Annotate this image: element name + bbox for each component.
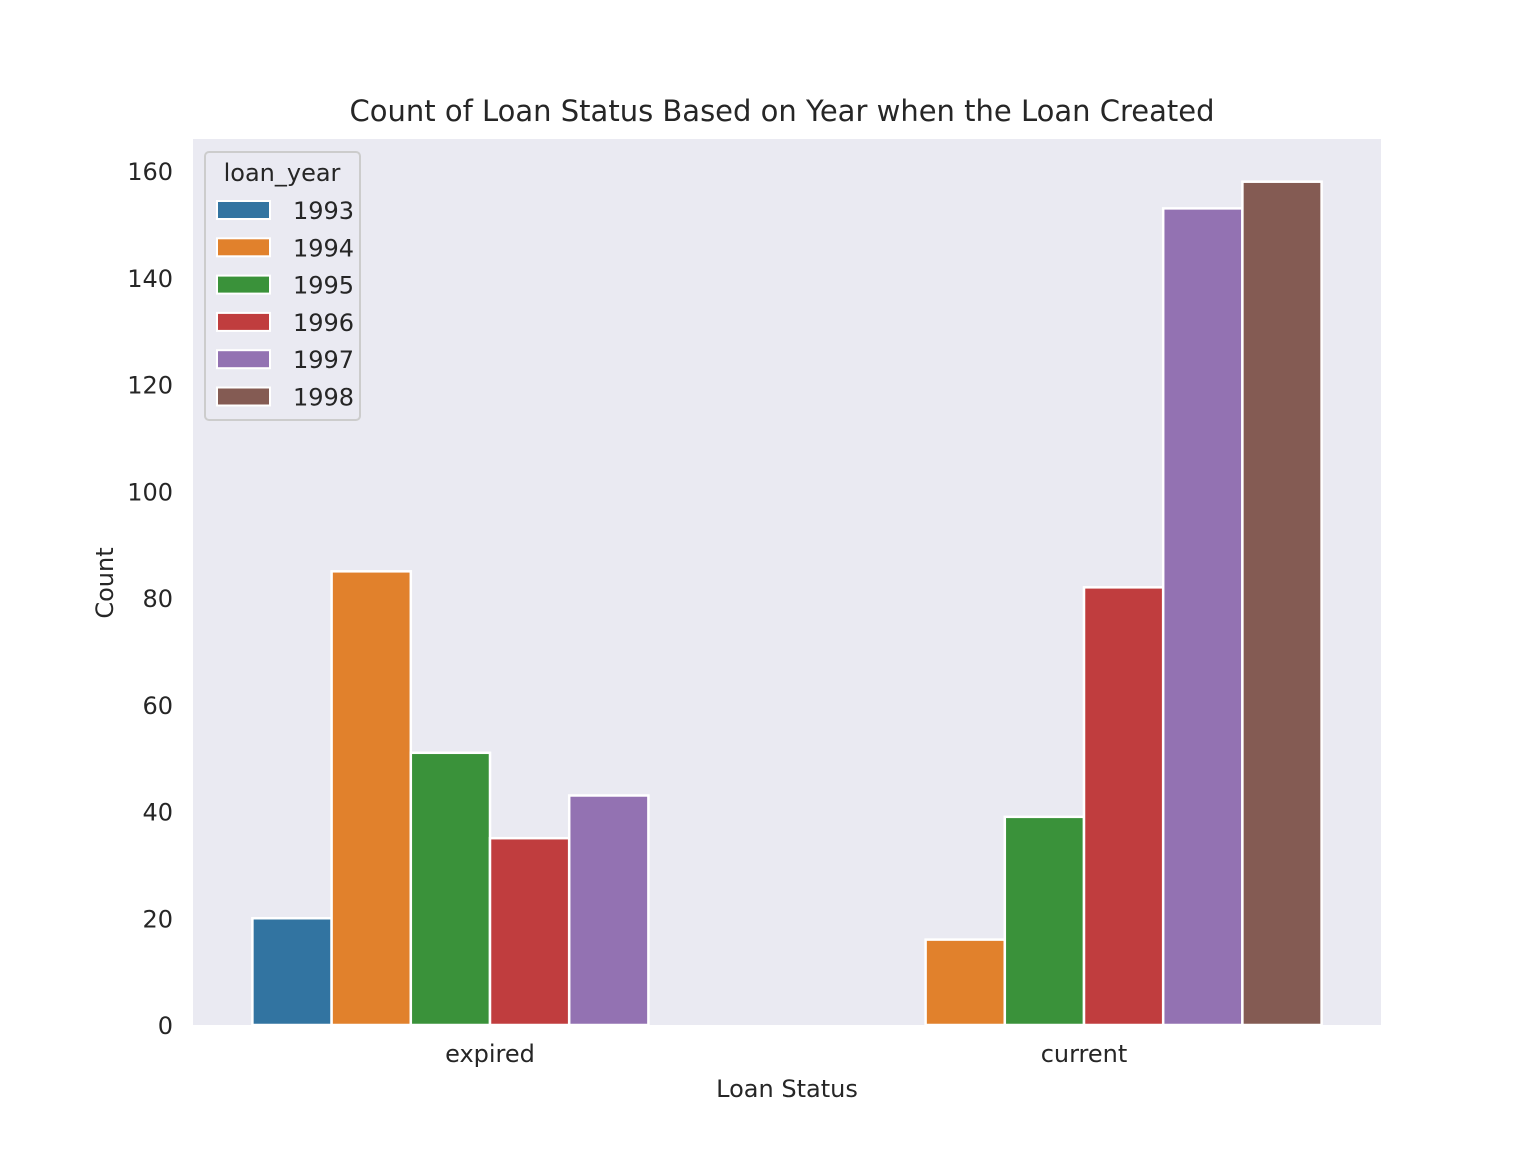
bar-expired-1997 (567, 794, 650, 1027)
bar-expired-1994 (330, 570, 413, 1027)
bar-current-1998 (1241, 180, 1323, 1027)
y-tick-label: 20 (142, 905, 173, 933)
legend-title: loan_year (224, 159, 341, 187)
bar-current-1997 (1161, 207, 1244, 1027)
bar-current-1996 (1082, 586, 1165, 1027)
bar-expired-1996 (488, 836, 571, 1027)
legend: loan_year 1993 1994 1995 1996 1997 1998 (204, 151, 361, 421)
x-axis-label: Loan Status (716, 1075, 858, 1103)
bar-current-1994 (924, 938, 1007, 1027)
y-tick-label: 140 (127, 265, 173, 293)
legend-swatch-1996 (216, 311, 271, 332)
legend-label-1996: 1996 (293, 309, 354, 337)
legend-swatch-1994 (216, 237, 271, 258)
legend-items: 1993 1994 1995 1996 1997 1998 (216, 197, 354, 412)
legend-label-1998: 1998 (293, 384, 354, 412)
x-tick-label-expired: expired (445, 1040, 535, 1068)
bar-expired-1993 (251, 917, 333, 1027)
legend-label-1994: 1994 (293, 234, 354, 262)
x-axis-ticks: expired current (445, 1040, 1127, 1068)
bar-expired-1995 (409, 751, 492, 1027)
bar-current-1995 (1003, 815, 1086, 1027)
y-axis-label: Count (91, 547, 119, 618)
legend-label-1995: 1995 (293, 272, 354, 300)
y-tick-label: 0 (158, 1012, 173, 1040)
y-tick-label: 120 (127, 372, 173, 400)
bars-group (251, 180, 1323, 1027)
legend-swatch-1998 (216, 386, 271, 407)
legend-swatch-1993 (216, 200, 271, 220)
x-tick-label-current: current (1041, 1040, 1128, 1068)
legend-label-1993: 1993 (293, 197, 354, 225)
chart-title: Count of Loan Status Based on Year when … (350, 94, 1215, 128)
y-tick-label: 60 (142, 692, 173, 720)
y-tick-label: 160 (127, 158, 173, 186)
y-tick-label: 40 (142, 799, 173, 827)
y-axis-ticks: 0 20 40 60 80 100 120 140 160 (127, 158, 173, 1040)
legend-swatch-1997 (216, 349, 271, 370)
legend-label-1997: 1997 (293, 346, 354, 374)
legend-swatch-1995 (216, 274, 271, 295)
y-tick-label: 80 (142, 585, 173, 613)
y-tick-label: 100 (127, 478, 173, 506)
